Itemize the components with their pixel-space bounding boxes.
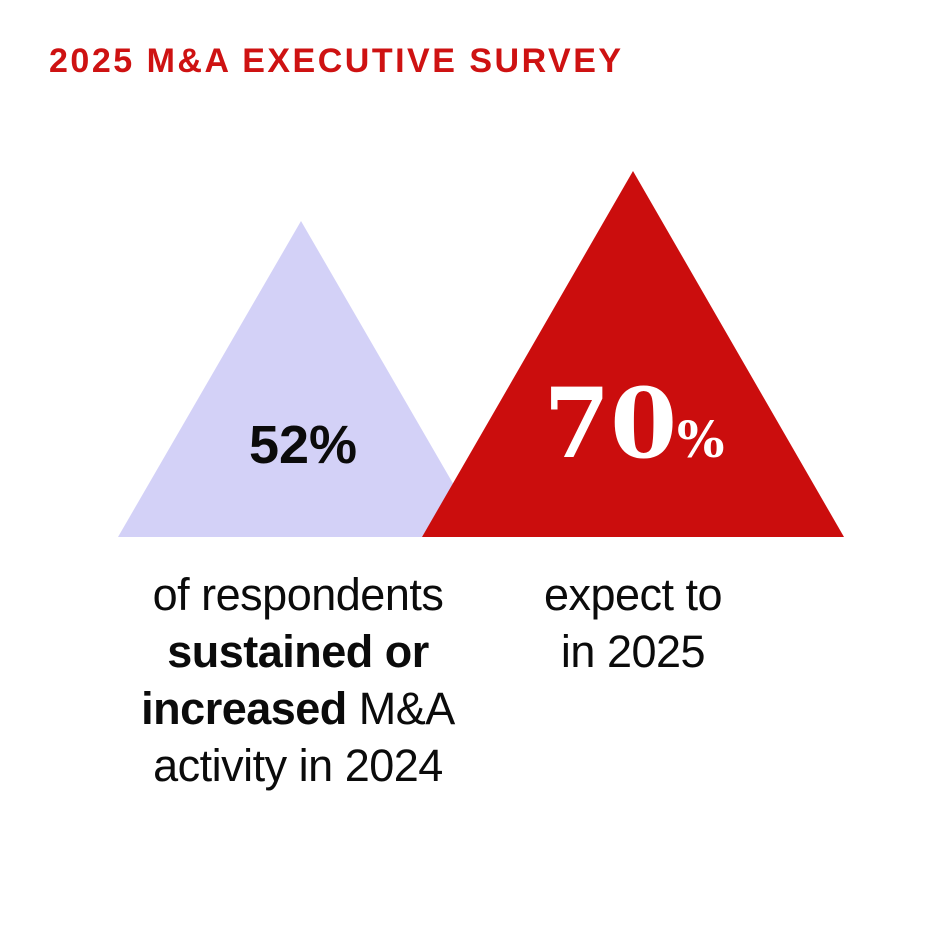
caption-2024-line3-regular: M&A <box>346 683 456 734</box>
caption-2024-line3: increased M&A <box>98 680 498 737</box>
value-2025-number: 70 <box>543 367 678 480</box>
caption-2024-line2-bold: sustained or <box>167 626 429 677</box>
caption-2024-line4: activity in 2024 <box>98 737 498 794</box>
caption-2024-line3-bold: increased <box>141 683 347 734</box>
caption-2024-line1: of respondents <box>98 566 498 623</box>
triangle-2024 <box>118 221 484 537</box>
value-label-2025: 70% <box>543 376 724 472</box>
caption-2025-line2-text: in 2025 <box>560 626 706 677</box>
caption-2025-line2: in 2025 <box>483 623 783 680</box>
value-2024-text: 52% <box>248 415 358 475</box>
caption-2024-line2: sustained or <box>98 623 498 680</box>
value-label-2024: 52% <box>249 418 357 472</box>
caption-2024: of respondents sustained or increased M&… <box>98 566 498 794</box>
page-title: 2025 M&A EXECUTIVE SURVEY <box>49 42 624 80</box>
caption-2024-line1-text: of respondents <box>152 569 444 620</box>
caption-2024-line4-text: activity in 2024 <box>153 740 443 791</box>
caption-2025: expect to in 2025 <box>483 566 783 680</box>
caption-2025-line1-text: expect to <box>543 569 723 620</box>
triangle-2025 <box>422 171 844 537</box>
value-2025-percent-sign: % <box>677 410 725 469</box>
caption-2025-line1: expect to <box>483 566 783 623</box>
